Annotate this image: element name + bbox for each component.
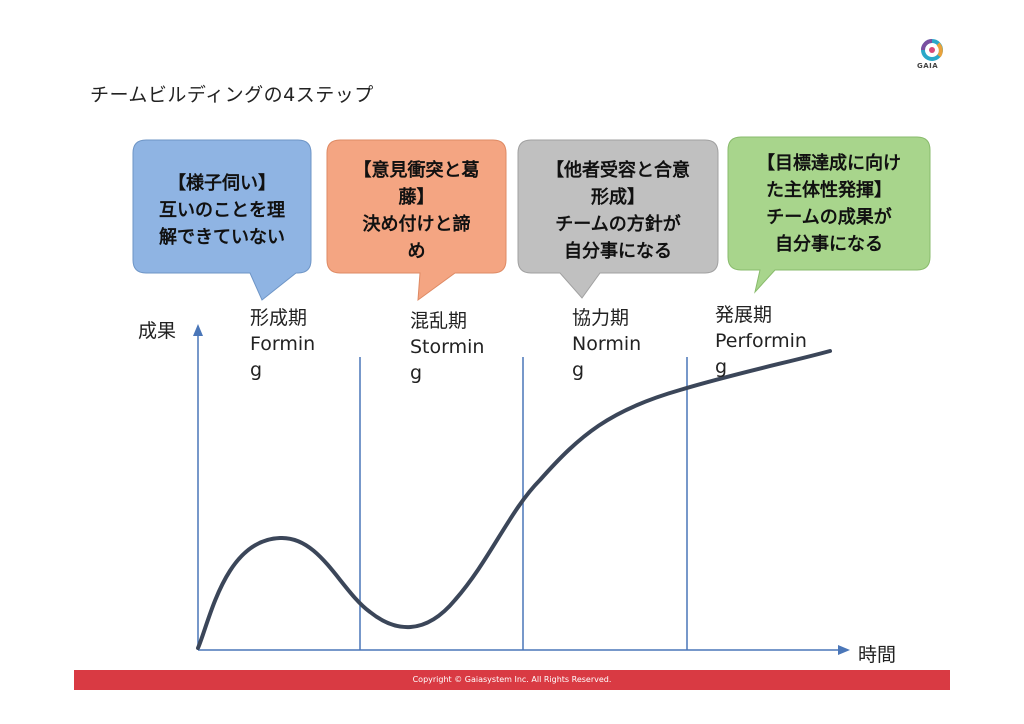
bubble-performing-body: チームの成果が 自分事になる [766, 207, 892, 255]
bubble-norming-body: チームの方針が 自分事になる [555, 214, 681, 262]
bubble-forming-body: 互いのことを理 解できていない [159, 200, 285, 248]
y-axis-arrow [193, 324, 203, 336]
bubble-storming-heading: 【意見衝突と葛 藤】 [353, 160, 480, 208]
bubble-performing-text: 【目標達成に向け た主体性発揮】 チームの成果が 自分事になる [728, 150, 930, 258]
phase-storming-jp: 混乱期 [410, 310, 468, 332]
footer-copyright: Copyright © Gaiasystem Inc. All Rights R… [74, 670, 950, 690]
logo-text: GAIA [917, 62, 939, 70]
bubble-storming-text: 【意見衝突と葛 藤】 決め付けと諦 め [327, 157, 506, 265]
phase-storming-en-tail: g [410, 362, 423, 384]
bubble-storming-body: 決め付けと諦 め [362, 214, 471, 262]
phase-performing-en-tail: g [715, 356, 728, 378]
phase-norming-label: 協力期 Normin g [572, 305, 641, 383]
phase-performing-en: Performin [715, 330, 807, 352]
x-axis-label: 時間 [858, 644, 897, 666]
phase-forming-en: Formin [250, 333, 316, 355]
phase-performing-label: 発展期 Performin g [715, 302, 807, 380]
page-title: チームビルディングの4ステップ [90, 84, 374, 106]
phase-norming-en: Normin [572, 333, 642, 355]
bubble-norming [517, 139, 719, 299]
bubble-forming-heading: 【様子伺い】 [168, 173, 276, 194]
phase-norming-en-tail: g [572, 359, 585, 381]
bubble-performing [727, 136, 931, 294]
phase-storming-en: Stormin [410, 336, 485, 358]
bubble-forming [132, 139, 312, 301]
phase-forming-jp: 形成期 [250, 307, 308, 329]
performance-curve [196, 349, 832, 650]
bubble-norming-heading: 【他者受容と合意 形成】 [546, 160, 690, 208]
bubble-performing-heading: 【目標達成に向け た主体性発揮】 [757, 153, 901, 201]
x-axis-arrow [838, 645, 850, 655]
phase-performing-jp: 発展期 [715, 304, 773, 326]
bubble-forming-text: 【様子伺い】 互いのことを理 解できていない [133, 170, 311, 251]
bubble-storming [326, 139, 507, 302]
phase-norming-jp: 協力期 [572, 307, 630, 329]
phase-forming-label: 形成期 Formin g [250, 305, 315, 383]
phase-forming-en-tail: g [250, 359, 263, 381]
phase-storming-label: 混乱期 Stormin g [410, 308, 484, 386]
gaia-logo-icon [912, 38, 952, 72]
bubble-norming-text: 【他者受容と合意 形成】 チームの方針が 自分事になる [518, 157, 718, 265]
y-axis-label: 成果 [138, 320, 177, 342]
